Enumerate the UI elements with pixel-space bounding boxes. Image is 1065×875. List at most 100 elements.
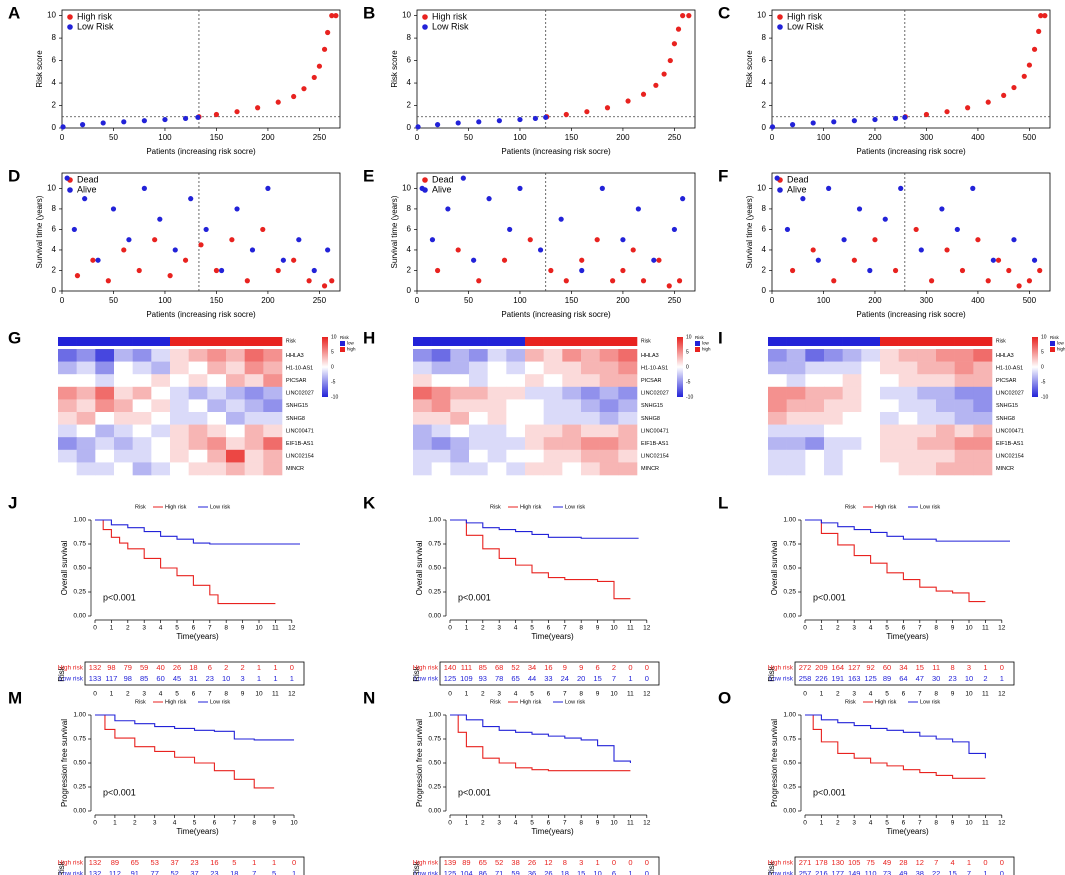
legend-label: Low Risk — [787, 21, 824, 31]
table-value: 1 — [273, 663, 277, 672]
table-value: 89 — [883, 674, 891, 683]
legend-marker — [422, 177, 428, 183]
x-tick-label: 11 — [982, 625, 989, 632]
y-axis-label: Overall survival — [415, 540, 424, 595]
heat-cell — [170, 412, 189, 425]
legend-label: Dead — [77, 174, 99, 184]
heat-cell — [244, 349, 264, 362]
table-value: 36 — [528, 869, 536, 875]
color-bar — [1032, 337, 1038, 397]
legend-marker — [777, 14, 783, 20]
heat-cell — [114, 437, 133, 451]
legend-label: Alive — [787, 184, 807, 194]
x-tick-label: 7 — [208, 625, 212, 632]
heat-cell — [842, 386, 862, 400]
y-tick-label: 0.50 — [73, 760, 86, 767]
y-tick-label: 4 — [762, 78, 767, 87]
gene-label: LINC02154 — [996, 454, 1024, 460]
heat-cell — [786, 424, 806, 438]
table-value: 0 — [983, 858, 987, 867]
point — [548, 267, 554, 274]
x-tick-label: 6 — [902, 820, 906, 827]
table-value: 92 — [866, 663, 874, 672]
x-tick-label: 10 — [965, 691, 973, 698]
heat-cell — [786, 374, 806, 388]
point — [653, 82, 659, 88]
table-value: 23 — [210, 869, 218, 875]
heat-cell — [898, 349, 918, 362]
heat-cell — [170, 399, 189, 413]
heat-cell — [581, 412, 600, 425]
color-tick-label: -10 — [686, 394, 693, 400]
x-tick-label: 1 — [113, 820, 117, 827]
table-value: 110 — [865, 869, 877, 875]
heat-cell — [973, 424, 993, 438]
survival-curve — [95, 519, 276, 605]
heat-cell — [114, 374, 133, 388]
point — [640, 278, 647, 284]
x-tick-label: 8 — [224, 625, 228, 632]
heat-cell — [58, 374, 77, 388]
heat-cell — [114, 462, 133, 476]
color-tick-label: 5 — [686, 349, 689, 355]
table-frame — [439, 661, 660, 686]
y-tick-label: 0 — [407, 286, 412, 295]
y-tick-label: 0.00 — [73, 613, 86, 620]
table-value: 18 — [189, 663, 197, 672]
x-tick-label: 5 — [175, 625, 179, 632]
point — [789, 267, 796, 274]
heat-cell — [226, 399, 245, 413]
legend-label: High risk — [432, 11, 468, 21]
table-value: 0 — [612, 858, 616, 867]
heat-cell — [599, 399, 619, 413]
y-tick-label: 2 — [762, 266, 767, 275]
table-row-label: High risk — [413, 665, 439, 672]
heat-cell — [562, 361, 582, 375]
table-value: 10 — [593, 869, 601, 875]
x-tick-label: 100 — [513, 133, 527, 142]
point — [455, 247, 461, 253]
x-tick-label: 0 — [770, 296, 775, 305]
x-tick-label: 10 — [610, 691, 618, 698]
heat-cell — [506, 399, 526, 413]
x-tick-label: 100 — [817, 296, 831, 305]
x-tick-label: 11 — [627, 625, 634, 632]
heat-cell — [805, 424, 825, 438]
x-tick-label: 0 — [93, 820, 97, 827]
heat-cell — [170, 462, 189, 476]
heat-cell — [880, 437, 899, 451]
point — [429, 237, 436, 243]
legend-label: Low risk — [920, 504, 940, 510]
table-value: 1 — [628, 674, 632, 683]
heat-cell — [917, 386, 937, 400]
heat-cell — [824, 424, 843, 438]
x-tick-label: 7 — [918, 625, 922, 632]
table-frame — [84, 661, 305, 686]
point — [995, 257, 1002, 263]
x-tick-label: 9 — [951, 820, 955, 827]
gene-label: SNHG15 — [641, 403, 663, 409]
table-title: Risk — [57, 860, 66, 875]
heat-cell — [226, 424, 245, 438]
heat-cell — [76, 386, 96, 400]
table-row-label: Low risk — [59, 871, 84, 875]
x-tick-label: 0 — [93, 691, 97, 698]
group-bar — [525, 337, 544, 346]
point — [620, 267, 626, 274]
group-bar — [618, 337, 638, 346]
heat-cell — [226, 449, 245, 463]
heat-cell — [842, 399, 862, 413]
heat-cell — [861, 449, 881, 463]
table-value: 132 — [89, 869, 102, 875]
point — [656, 257, 662, 263]
heat-cell — [618, 386, 638, 400]
table-value: 257 — [799, 869, 812, 875]
survival-curve — [95, 519, 300, 545]
heat-cell — [188, 449, 208, 463]
heat-cell — [58, 361, 77, 375]
heat-cell — [618, 412, 638, 425]
y-tick-label: 2 — [52, 101, 57, 110]
point — [244, 278, 250, 284]
x-tick-label: 1 — [820, 820, 824, 827]
